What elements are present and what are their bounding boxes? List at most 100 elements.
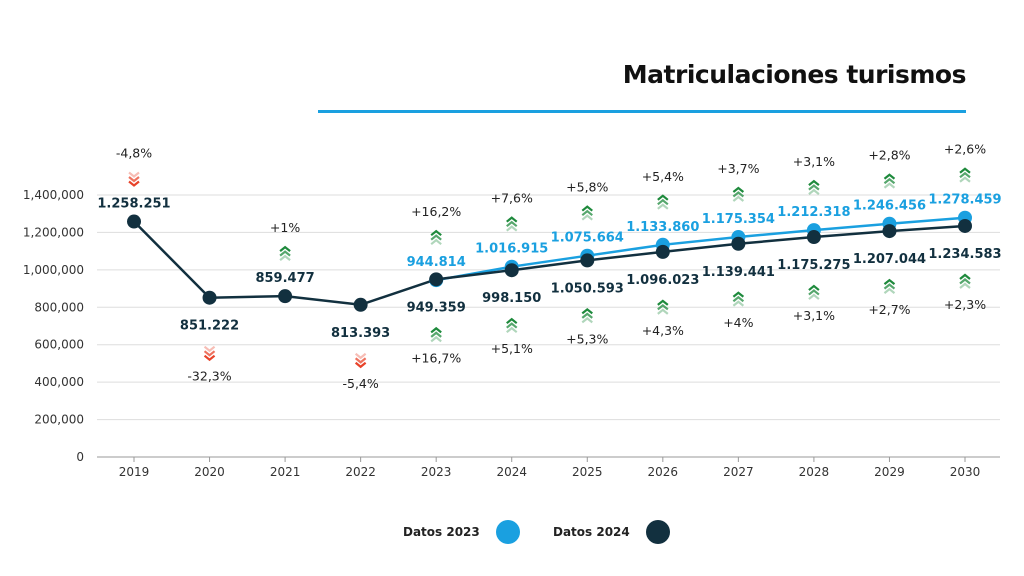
x-tick-label: 2024 (496, 465, 527, 479)
change-label: +5,8% (566, 180, 608, 195)
change-label: +1% (270, 220, 300, 235)
arrow-up-icon (430, 229, 442, 246)
chevron (279, 250, 291, 257)
chevron (883, 283, 896, 290)
arrow-up-icon (732, 291, 745, 307)
x-tick-label: 2023 (421, 465, 452, 479)
change-label: +2,3% (944, 297, 986, 312)
data-label: 1.258.251 (97, 197, 170, 212)
x-tick-label: 2026 (648, 465, 679, 479)
x-tick-label: 2028 (799, 465, 830, 479)
chevron (506, 216, 518, 223)
change-label: +16,2% (411, 204, 461, 219)
data-point (429, 272, 444, 287)
chevron (959, 171, 971, 179)
chevron (581, 205, 593, 212)
chevron (959, 167, 971, 174)
arrow-up-icon (657, 194, 669, 210)
chevron (506, 220, 518, 228)
change-label: +3,1% (793, 308, 835, 323)
data-label: 1.096.023 (626, 273, 699, 288)
x-tick-label: 2021 (270, 465, 301, 479)
change-label: +3,7% (717, 161, 759, 176)
data-label: 859.477 (255, 271, 314, 286)
chevron (430, 234, 442, 241)
chevron (203, 354, 216, 362)
chevron (883, 182, 896, 189)
chevron (959, 282, 971, 289)
chevron (808, 188, 820, 195)
data-point (731, 236, 746, 251)
change-label: +2,8% (868, 148, 910, 163)
chevron (732, 291, 745, 298)
data-label: 1.139.441 (702, 265, 775, 280)
data-label: 944.814 (407, 255, 466, 270)
chevron (657, 194, 669, 201)
data-point (278, 289, 293, 304)
chevron (732, 191, 745, 198)
data-point (958, 218, 972, 233)
chevron (128, 171, 140, 178)
legend-swatch (495, 520, 520, 544)
chevron (808, 284, 820, 291)
x-tick-label: 2030 (950, 465, 981, 479)
chevron (581, 209, 593, 217)
chevron (506, 326, 518, 334)
chevron (959, 176, 971, 183)
arrow-up-icon (430, 326, 442, 343)
chevron (354, 357, 367, 364)
arrow-down-icon (203, 345, 216, 362)
arrow-up-icon (581, 307, 593, 324)
change-label: -32,3% (187, 369, 231, 384)
arrow-down-icon (354, 352, 367, 369)
chevron (657, 299, 669, 306)
data-point (580, 253, 595, 268)
chevron (581, 312, 593, 319)
chevron (732, 300, 745, 307)
chevron (808, 293, 820, 300)
y-tick-label: 200,000 (34, 413, 84, 427)
arrow-down-icon (128, 171, 140, 187)
chevron (279, 254, 291, 262)
data-point (882, 224, 897, 239)
chevron (430, 238, 442, 246)
chevron (354, 352, 367, 360)
chevron (430, 229, 442, 237)
chevron (883, 173, 896, 180)
change-label: +7,6% (491, 191, 533, 206)
chevron (657, 308, 669, 315)
chevron (808, 184, 820, 191)
arrow-up-icon (883, 173, 896, 189)
chevron (203, 350, 216, 357)
data-point (504, 263, 519, 278)
change-label: -5,4% (342, 376, 378, 391)
chevron (657, 198, 669, 206)
chevron (959, 273, 971, 280)
data-label: 998.150 (482, 291, 541, 306)
legend-label: Datos 2023 (403, 525, 480, 539)
y-tick-label: 0 (76, 450, 84, 464)
chevron (883, 278, 896, 285)
y-tick-label: 400,000 (34, 375, 84, 389)
change-label: +5,4% (642, 169, 684, 184)
x-tick-label: 2020 (194, 465, 225, 479)
series-line-datos-2024 (133, 220, 966, 307)
data-point (806, 230, 821, 245)
data-label: 1.133.860 (626, 220, 699, 235)
chevron (808, 289, 820, 296)
change-label: +16,7% (411, 350, 461, 365)
arrow-up-icon (506, 317, 518, 334)
data-point (127, 214, 141, 229)
change-label: +3,1% (793, 154, 835, 169)
series-line-datos-2023 (435, 216, 966, 282)
chevron (732, 295, 745, 303)
chevron (279, 245, 291, 253)
chevron (883, 287, 896, 294)
change-label: +2,6% (944, 142, 986, 157)
change-label: +4,3% (642, 323, 684, 338)
legend-item-datos-2023: Datos 2023 (403, 520, 520, 544)
data-label: 949.359 (407, 300, 466, 315)
chevron (581, 307, 593, 315)
arrow-up-icon (808, 179, 820, 195)
chevron (506, 322, 518, 329)
